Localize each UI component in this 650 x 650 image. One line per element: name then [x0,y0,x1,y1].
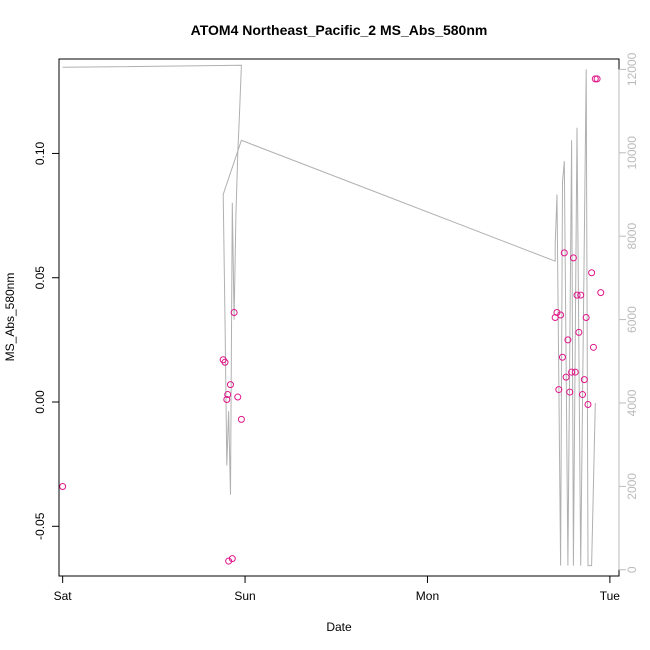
data-point [580,376,588,384]
data-point [234,393,242,401]
x-axis-label: Date [326,620,352,634]
y2-axis: 0 2000 4000 6000 8000 10000 12000 [618,52,639,573]
data-point [224,391,232,399]
y-tick-label: 0.05 [33,266,47,290]
series-line [62,64,596,567]
x-tick-label: Tue [600,589,621,603]
data-point [557,311,565,319]
y2-tick-label: 2000 [625,473,639,500]
data-point [573,291,581,299]
data-point [560,249,568,257]
x-tick-label: Mon [416,589,439,603]
y2-tick-label: 6000 [625,306,639,333]
data-point [569,254,577,262]
data-point [591,75,599,83]
data-point [555,386,563,394]
data-point [577,291,585,299]
data-point [237,415,245,423]
data-point [59,483,67,491]
data-point [588,269,596,277]
y2-tick-label: 4000 [625,389,639,416]
data-point [597,289,605,297]
y2-tick-label: 12000 [625,52,639,86]
data-point [593,75,601,83]
y-axis-label: MS_Abs_580nm [3,273,17,362]
x-axis: Sat Sun Mon Tue [54,575,621,603]
secondary-series-line [62,64,596,567]
data-point [226,381,234,389]
y2-tick-label: 10000 [625,136,639,170]
y-tick-label: 0.10 [33,141,47,165]
y2-tick-label: 0 [625,566,639,573]
y2-tick-label: 8000 [625,223,639,250]
data-point [575,328,583,336]
data-point [589,343,597,351]
data-point [564,336,572,344]
data-points [59,75,605,565]
data-point [571,368,579,376]
x-tick-label: Sat [54,589,73,603]
data-point [558,353,566,361]
data-point [562,373,570,381]
y-axis: -0.05 0.00 0.05 0.10 [33,141,60,540]
data-point [223,396,231,404]
data-point [566,388,574,396]
data-point [582,314,590,321]
data-point [230,309,238,317]
data-point [568,368,576,376]
data-point [584,400,592,408]
data-point [221,358,229,366]
y-tick-label: 0.00 [33,390,47,414]
x-tick-label: Sun [234,589,255,603]
data-point [579,391,587,399]
y-tick-label: -0.05 [33,512,47,540]
data-point [228,555,236,563]
chart-title: ATOM4 Northeast_Pacific_2 MS_Abs_580nm [191,22,488,38]
